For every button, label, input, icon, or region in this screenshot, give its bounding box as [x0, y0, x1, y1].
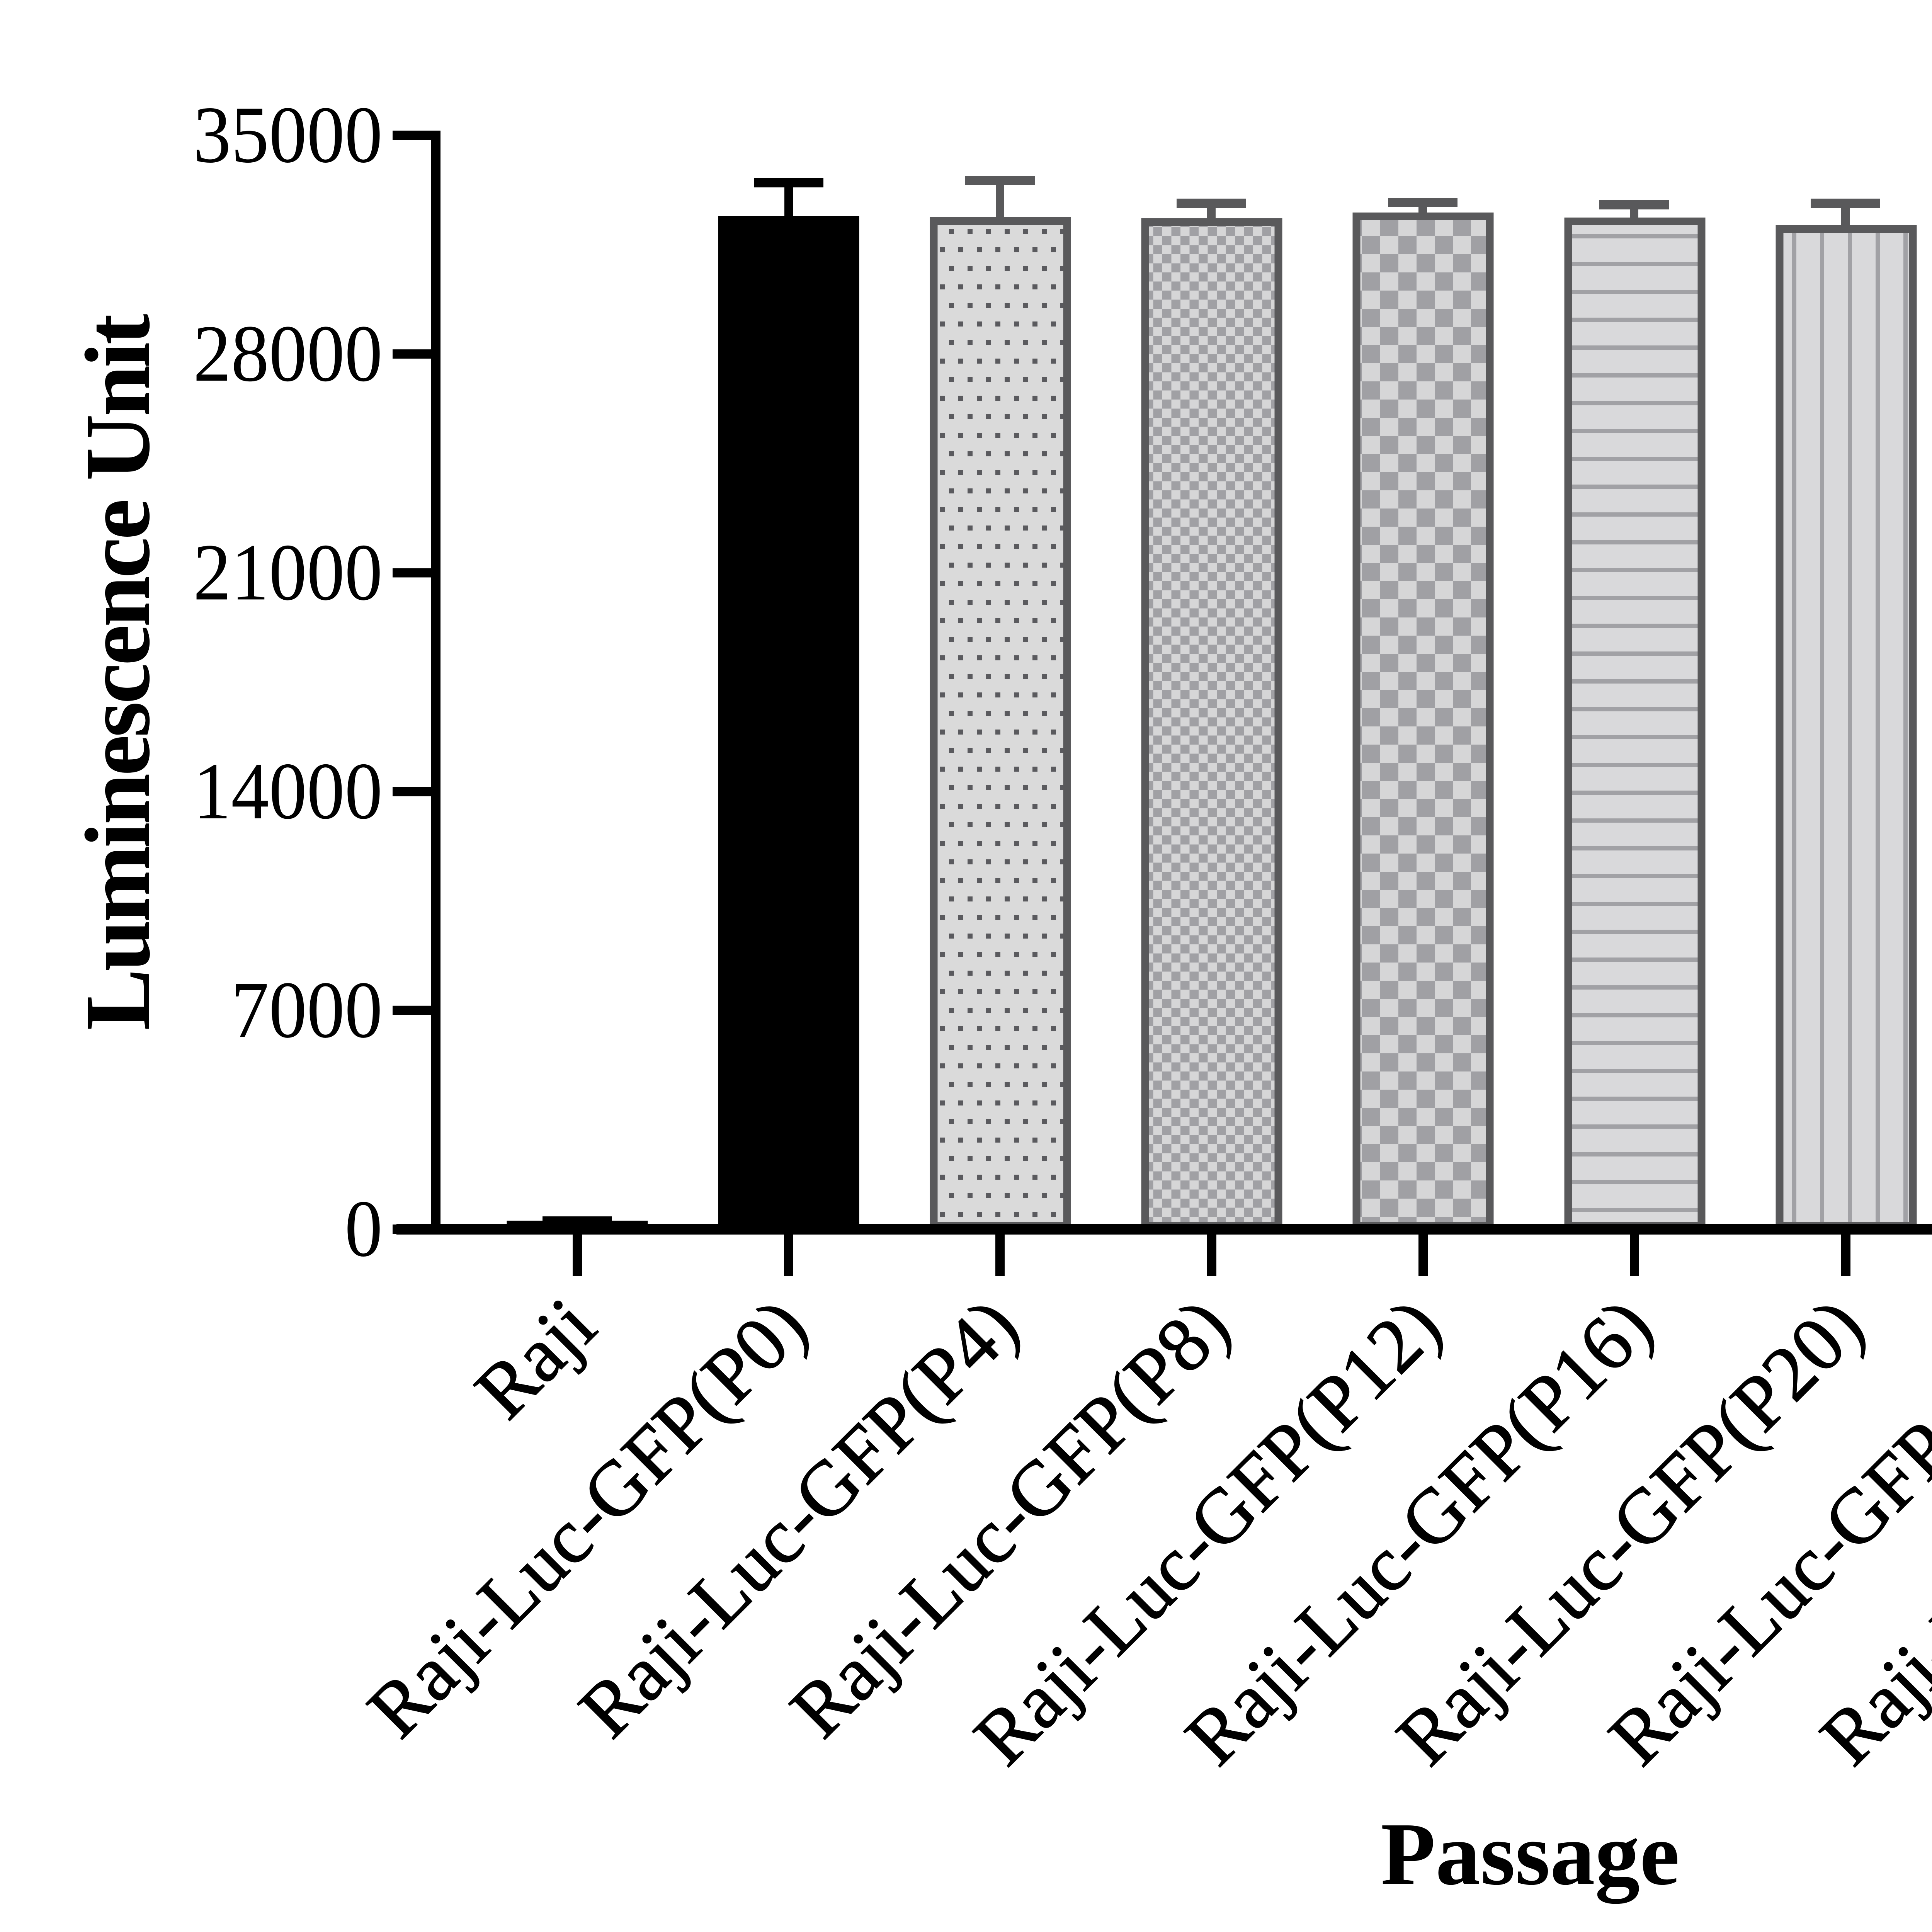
- svg-text:Luminescence Unit: Luminescence Unit: [66, 314, 169, 1031]
- svg-text:14000: 14000: [193, 747, 383, 836]
- svg-text:21000: 21000: [193, 527, 383, 617]
- svg-text:28000: 28000: [193, 309, 383, 398]
- svg-text:7000: 7000: [231, 965, 383, 1055]
- svg-text:Passage: Passage: [1381, 1804, 1679, 1904]
- svg-text:0: 0: [345, 1184, 383, 1274]
- svg-text:35000: 35000: [193, 90, 383, 180]
